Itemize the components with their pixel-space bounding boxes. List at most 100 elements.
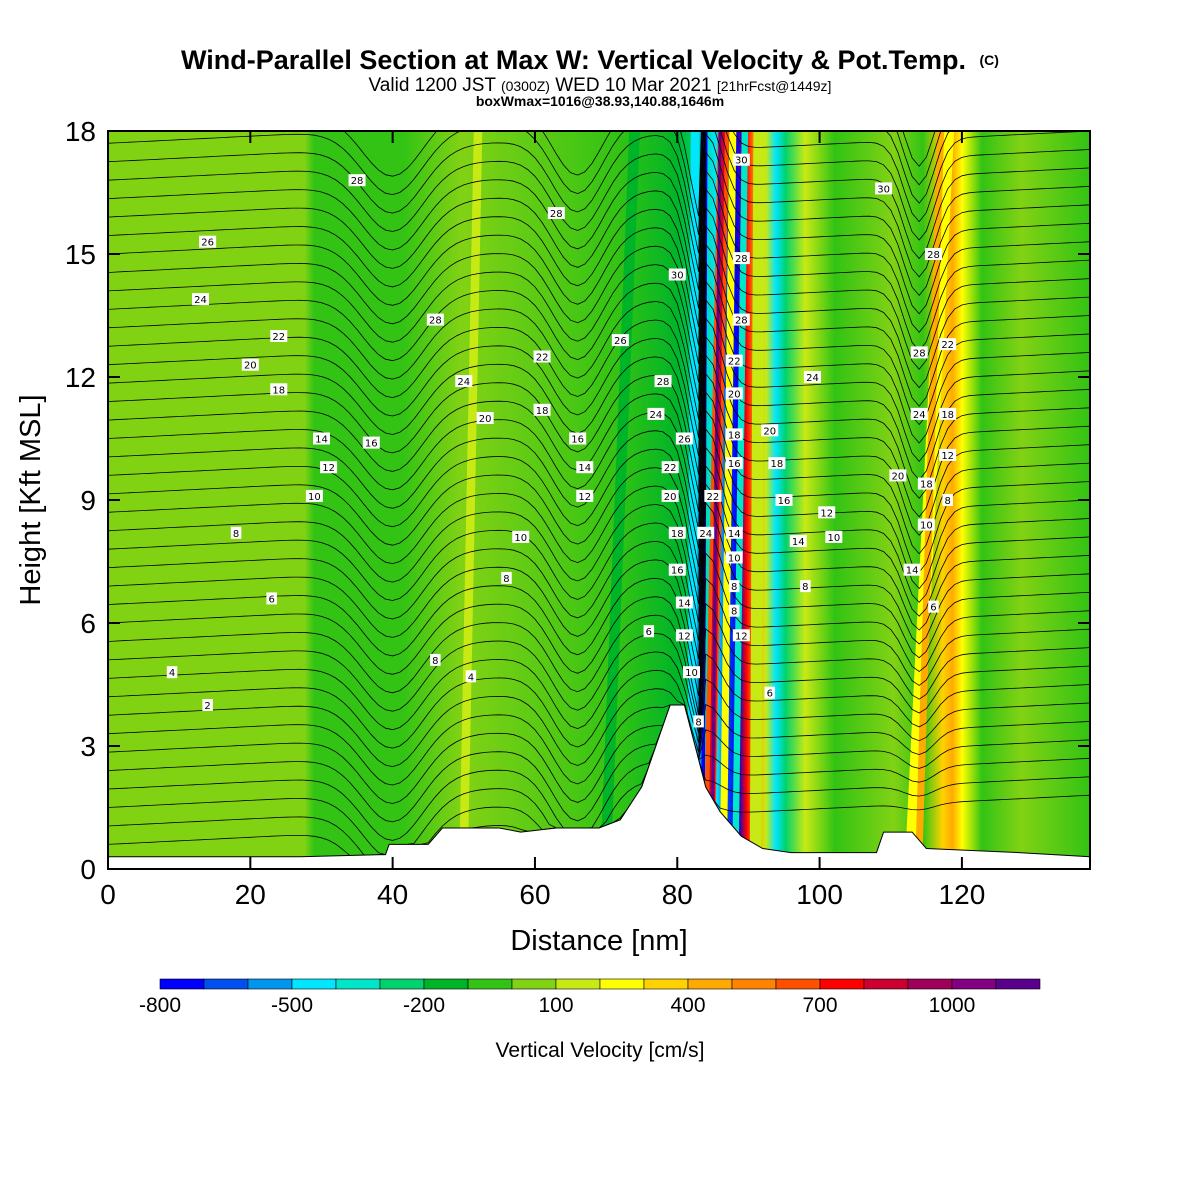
theta-contour-6 xyxy=(108,653,1090,786)
svg-text:28: 28 xyxy=(657,377,670,388)
contour-label-31: 24 xyxy=(647,407,665,421)
contour-label-46: 22 xyxy=(725,354,743,368)
contour-label-6: 14 xyxy=(312,432,330,446)
colorbar-swatch-9 xyxy=(555,978,601,990)
contour-label-33: 22 xyxy=(661,461,679,474)
theta-contour-28 xyxy=(108,206,1090,420)
theta-contour-22 xyxy=(108,317,1090,531)
svg-text:20: 20 xyxy=(479,414,492,425)
svg-text:10: 10 xyxy=(920,521,933,532)
svg-text:14: 14 xyxy=(678,599,691,610)
contour-label-62: 10 xyxy=(825,530,843,544)
svg-text:26: 26 xyxy=(201,238,214,249)
theta-contour-31 xyxy=(108,151,1090,364)
contour-label-43: 30 xyxy=(732,153,750,167)
svg-text:16: 16 xyxy=(365,439,378,450)
contour-label-8: 18 xyxy=(270,383,288,396)
contour-label-58: 18 xyxy=(768,457,786,470)
contour-label-75: 14 xyxy=(903,563,921,577)
svg-text:22: 22 xyxy=(941,340,954,351)
svg-text:18: 18 xyxy=(771,459,784,470)
contour-label-4: 10 xyxy=(305,489,323,503)
y-axis: 0 3 6 9 12 15 18 xyxy=(65,116,1090,885)
svg-text:8: 8 xyxy=(802,582,808,593)
contour-label-3: 8 xyxy=(230,526,242,540)
svg-text:16: 16 xyxy=(778,496,791,507)
theta-contour-12 xyxy=(108,501,1090,715)
contour-label-5: 12 xyxy=(320,461,338,474)
y-tick-label-4: 12 xyxy=(65,362,96,393)
svg-text:22: 22 xyxy=(536,353,549,364)
svg-text:18: 18 xyxy=(920,480,933,491)
contour-label-40: 8 xyxy=(693,715,704,728)
contour-label-20: 26 xyxy=(611,334,629,347)
y-axis-label: Height [Kft MSL] xyxy=(15,394,47,605)
velocity-band-10 xyxy=(749,131,765,849)
svg-text:10: 10 xyxy=(685,668,698,679)
contour-label-54: 12 xyxy=(732,629,750,642)
contour-label-68: 24 xyxy=(910,407,928,421)
contour-label-14: 28 xyxy=(426,313,444,327)
contour-label-30: 28 xyxy=(654,375,672,388)
contour-label-2: 6 xyxy=(266,592,277,605)
svg-text:28: 28 xyxy=(735,316,748,327)
contour-label-28: 6 xyxy=(643,625,655,638)
svg-text:24: 24 xyxy=(913,410,926,421)
x-tick-label-6: 120 xyxy=(939,879,986,910)
svg-text:26: 26 xyxy=(678,435,691,446)
colorbar-swatch-19 xyxy=(995,978,1041,990)
svg-text:10: 10 xyxy=(514,533,527,544)
svg-text:18: 18 xyxy=(941,410,954,421)
svg-text:12: 12 xyxy=(941,451,954,462)
theta-contour-5 xyxy=(108,678,1090,804)
x-tick-label-3: 60 xyxy=(519,879,550,910)
svg-text:8: 8 xyxy=(944,496,950,507)
contour-label-73: 8 xyxy=(942,494,953,507)
theta-contour-15 xyxy=(108,446,1090,660)
svg-text:22: 22 xyxy=(272,332,285,343)
contour-label-42: 24 xyxy=(697,526,715,540)
x-tick-label-0: 0 xyxy=(100,879,116,910)
velocity-band-3 xyxy=(719,131,737,849)
svg-text:12: 12 xyxy=(322,463,335,474)
svg-text:10: 10 xyxy=(308,492,321,503)
colorbar-swatch-7 xyxy=(467,978,513,990)
contour-label-1: 4 xyxy=(166,666,178,679)
svg-text:14: 14 xyxy=(906,566,919,577)
theta-contour-10 xyxy=(108,552,1090,734)
theta-contour-16 xyxy=(108,427,1090,641)
colorbar-label-1: -500 xyxy=(271,994,313,1017)
theta-contour-37 xyxy=(108,131,951,254)
theta-contour-8 xyxy=(108,602,1090,753)
svg-text:2: 2 xyxy=(204,701,210,712)
contour-label-36: 16 xyxy=(668,563,686,577)
contour-label-21: 16 xyxy=(569,432,587,446)
contour-label-55: 6 xyxy=(764,686,776,700)
colorbar-label-5: 700 xyxy=(802,994,837,1017)
svg-text:28: 28 xyxy=(735,254,748,265)
svg-text:6: 6 xyxy=(767,689,773,700)
svg-text:14: 14 xyxy=(728,529,741,540)
contour-label-9: 20 xyxy=(241,358,259,372)
svg-text:8: 8 xyxy=(432,656,438,667)
y-tick-label-1: 3 xyxy=(80,731,96,762)
contour-label-66: 28 xyxy=(910,346,928,359)
colorbar-swatch-10 xyxy=(599,978,645,990)
x-tick-label-1: 20 xyxy=(235,879,266,910)
svg-text:30: 30 xyxy=(735,156,748,167)
theta-contour-23 xyxy=(108,298,1090,512)
x-axis-label: Distance [nm] xyxy=(510,925,687,957)
theta-contour-39 xyxy=(343,131,936,217)
contour-label-15: 24 xyxy=(455,375,473,388)
contour-label-59: 16 xyxy=(775,494,793,507)
contour-label-39: 10 xyxy=(683,666,701,679)
svg-text:16: 16 xyxy=(571,435,584,446)
svg-text:12: 12 xyxy=(735,631,748,642)
colorbar-swatch-17 xyxy=(907,978,953,990)
contour-label-13: 28 xyxy=(348,174,366,187)
svg-text:4: 4 xyxy=(468,672,474,683)
svg-text:30: 30 xyxy=(671,271,684,282)
svg-text:16: 16 xyxy=(671,566,684,577)
svg-text:24: 24 xyxy=(806,373,819,384)
